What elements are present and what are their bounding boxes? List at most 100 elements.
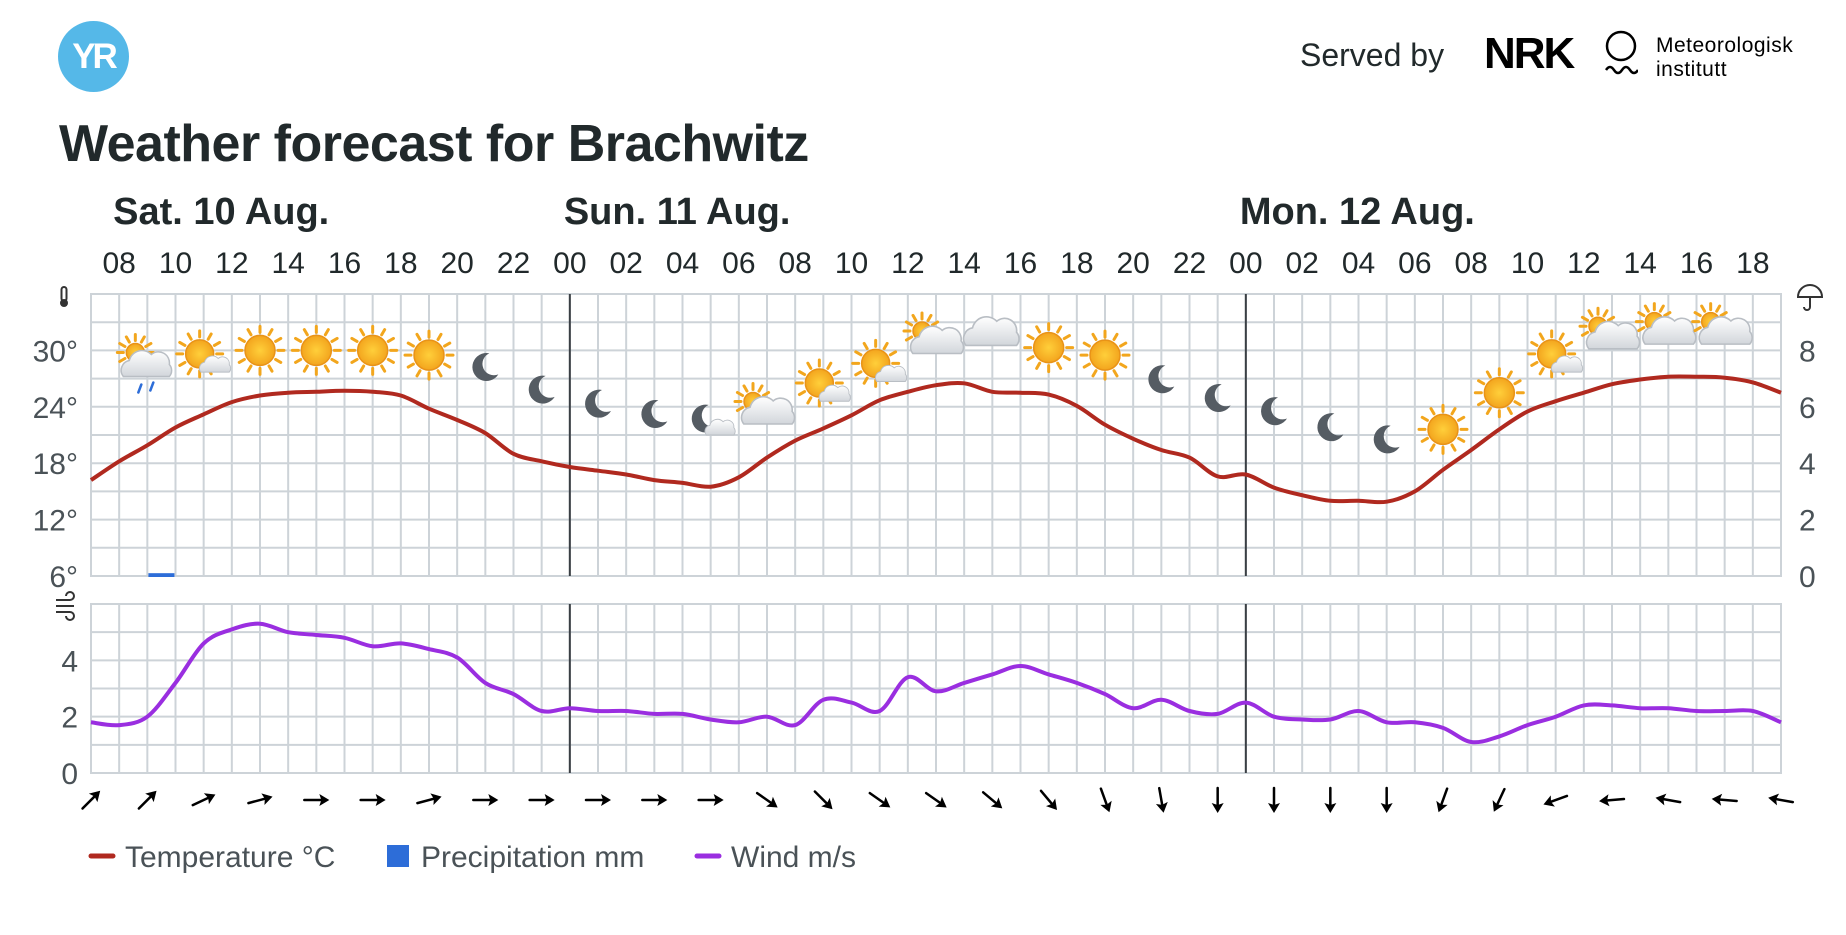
wind-arrow-icon bbox=[1436, 787, 1449, 813]
temperature-line bbox=[89, 374, 1782, 505]
partly-cloudy-day-icon bbox=[1527, 329, 1584, 379]
sun-ray bbox=[350, 336, 359, 343]
hour-label: 06 bbox=[1398, 247, 1431, 280]
sun-icon bbox=[290, 324, 342, 376]
temp-tick-label: 18° bbox=[33, 448, 78, 481]
sun-icon bbox=[347, 324, 399, 376]
wind-arrow-head bbox=[1436, 800, 1448, 813]
cloud-icon bbox=[818, 384, 851, 402]
sun-icon bbox=[403, 329, 455, 381]
sun-ray bbox=[1082, 362, 1091, 369]
sun-ray bbox=[1602, 309, 1609, 318]
precip-tick-label: 8 bbox=[1799, 335, 1816, 368]
sun-ray bbox=[323, 364, 330, 373]
wind-arrow-icon bbox=[924, 791, 947, 808]
sun-disc bbox=[356, 334, 389, 367]
wind-arrow-icon bbox=[247, 793, 273, 806]
sun-ray bbox=[882, 341, 889, 351]
wind-arrow-head bbox=[1268, 803, 1280, 813]
sun-ray bbox=[1450, 407, 1457, 416]
hour-label: 20 bbox=[440, 247, 473, 280]
cloud-icon bbox=[1642, 316, 1697, 345]
sun-ray bbox=[178, 360, 187, 367]
sun-icon bbox=[1079, 329, 1131, 381]
hour-label: 12 bbox=[891, 247, 924, 280]
wind-grid bbox=[90, 603, 1782, 774]
sun-ray bbox=[1513, 379, 1522, 386]
wind-arrow-icon bbox=[755, 791, 778, 808]
sun-ray bbox=[832, 370, 841, 377]
wind-arrow-icon bbox=[1211, 786, 1224, 813]
moon-icon bbox=[472, 353, 499, 382]
hour-label: 10 bbox=[835, 247, 868, 280]
precip-tick-label: 6 bbox=[1799, 392, 1816, 425]
sun-ray bbox=[735, 391, 745, 397]
cloud-shape bbox=[909, 325, 965, 355]
sun-ray bbox=[1700, 304, 1707, 313]
wind-arrow-icon bbox=[137, 790, 157, 810]
wind-line bbox=[90, 621, 1782, 745]
cloud-icon bbox=[1585, 320, 1641, 350]
hour-label: 08 bbox=[778, 247, 811, 280]
temperature-grid bbox=[90, 293, 1782, 577]
partly-cloudy-day-icon bbox=[851, 338, 908, 388]
yr-logo-text: YR bbox=[72, 37, 118, 76]
page-title: Weather forecast for Brachwitz bbox=[59, 115, 809, 173]
hour-label: 18 bbox=[1736, 247, 1769, 280]
moon-icon bbox=[641, 400, 668, 429]
rain-drop bbox=[149, 381, 155, 392]
hour-label: 08 bbox=[102, 247, 135, 280]
sun-ray bbox=[904, 335, 914, 342]
day-labels: Sat. 10 Aug. Sun. 11 Aug. Mon. 12 Aug. bbox=[113, 191, 1475, 233]
sun-ray bbox=[415, 332, 422, 342]
moon-icon bbox=[1204, 384, 1231, 413]
sun-ray bbox=[406, 362, 415, 369]
wind-arrow-icon bbox=[81, 790, 101, 810]
sun-ray bbox=[1606, 315, 1616, 322]
wind-series bbox=[90, 621, 1782, 745]
sun-disc bbox=[300, 334, 333, 367]
temperature-axis: 6° 12° 18° 24° 30° bbox=[33, 335, 78, 594]
sun-ray bbox=[267, 328, 274, 337]
sun-disc bbox=[1483, 376, 1516, 409]
cloudy-sun-icon bbox=[1691, 302, 1753, 345]
sun-ray bbox=[406, 341, 415, 348]
hour-labels: 08 10 12 14 16 18 20 22 00 02 04 06 08 10 12 14 16 18 20 22… bbox=[102, 247, 1769, 280]
sun-ray bbox=[1429, 407, 1436, 416]
cloud-shape bbox=[704, 418, 736, 436]
sun-disc bbox=[413, 339, 445, 371]
thermometer-icon bbox=[60, 286, 68, 307]
wind-tick-label: 2 bbox=[61, 702, 78, 735]
sun-ray bbox=[1693, 326, 1702, 333]
sun-ray bbox=[854, 370, 863, 377]
hour-label: 22 bbox=[497, 247, 530, 280]
moon-shape bbox=[641, 400, 668, 429]
moon-shape bbox=[1204, 384, 1231, 413]
yr-logo: YR bbox=[58, 21, 129, 92]
wind-arrow-icon bbox=[1711, 793, 1738, 806]
wind-arrow-head bbox=[1211, 803, 1224, 813]
legend-label: Temperature °C bbox=[125, 841, 335, 874]
hour-label: 12 bbox=[215, 247, 248, 280]
wind-arrow-head bbox=[544, 794, 555, 806]
wind-arrow-icon bbox=[1324, 786, 1337, 813]
sun-ray bbox=[237, 336, 246, 343]
sun-ray bbox=[1658, 304, 1665, 313]
sun-ray bbox=[186, 367, 193, 376]
met-institute-text: Meteorologisk institutt bbox=[1656, 34, 1793, 82]
sun-ray bbox=[862, 341, 869, 351]
hour-label: 10 bbox=[1511, 247, 1544, 280]
moon-icon bbox=[1317, 413, 1344, 442]
moon-icon bbox=[528, 375, 555, 404]
cloud-shape bbox=[199, 355, 232, 373]
sun-ray bbox=[1082, 341, 1091, 348]
met-line1: Meteorologisk bbox=[1656, 34, 1794, 57]
wind-arrow-icon bbox=[303, 794, 330, 806]
legend-swatch bbox=[387, 845, 409, 867]
sun-ray bbox=[246, 364, 253, 373]
moon-icon bbox=[528, 375, 555, 404]
sun-ray bbox=[1637, 311, 1646, 318]
legend-label: Wind m/s bbox=[731, 841, 856, 874]
moon-shape bbox=[1148, 365, 1175, 394]
sun-ray bbox=[1693, 311, 1702, 318]
